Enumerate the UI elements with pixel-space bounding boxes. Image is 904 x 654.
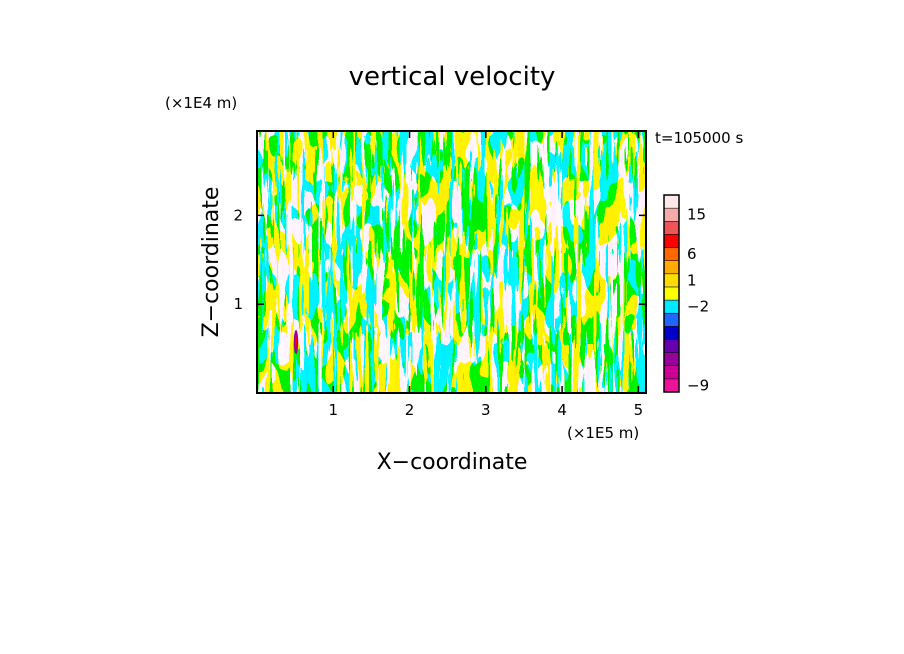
colorbar-segment: [663, 339, 680, 353]
colorbar-label: 6: [687, 245, 697, 263]
colorbar-segment: [663, 260, 680, 275]
plot-area: [257, 131, 646, 393]
colorbar-segment: [663, 194, 680, 209]
localized-feature: [293, 330, 299, 354]
colorbar-label: 15: [687, 206, 706, 224]
y-axis-label: Z−coordinate: [199, 187, 224, 338]
y-tick-label: 1: [233, 295, 243, 313]
colorbar: −9 −2 1 6 15: [663, 194, 709, 394]
colorbar-label: 1: [687, 271, 697, 289]
x-tick-label: 4: [557, 401, 567, 419]
time-label: t=105000 s: [655, 129, 743, 147]
colorbar-label: −2: [687, 298, 709, 316]
x-tick-label: 1: [329, 401, 339, 419]
x-scale-label: (×1E5 m): [567, 424, 639, 442]
colorbar-segment: [663, 207, 680, 222]
colorbar-segment: [663, 312, 680, 327]
colorbar-segment: [663, 365, 680, 380]
colorbar-frame: [663, 194, 680, 393]
colorbar-segment: [663, 273, 680, 288]
y-scale-label: (×1E4 m): [165, 94, 237, 112]
x-axis: 1 2 3 4 5: [329, 131, 644, 419]
colorbar-segment: [663, 221, 680, 235]
colorbar-segment: [663, 326, 680, 340]
x-tick-label: 2: [405, 401, 415, 419]
colorbar-segment: [663, 378, 680, 393]
x-tick-label: 3: [481, 401, 491, 419]
y-tick-label: 2: [233, 206, 243, 224]
x-tick-label: 5: [634, 401, 644, 419]
colorbar-segment: [663, 234, 680, 248]
y-axis: 12: [233, 206, 646, 313]
colorbar-segment: [663, 286, 680, 301]
colorbar-segment: [663, 352, 680, 366]
colorbar-segment: [663, 299, 680, 314]
x-axis-label: X−coordinate: [377, 450, 528, 475]
colorbar-segment: [663, 247, 680, 261]
heatmap-streaks: [257, 131, 646, 393]
chart-title: vertical velocity: [349, 62, 556, 92]
colorbar-label: −9: [687, 376, 709, 394]
plot-frame: [256, 130, 647, 394]
